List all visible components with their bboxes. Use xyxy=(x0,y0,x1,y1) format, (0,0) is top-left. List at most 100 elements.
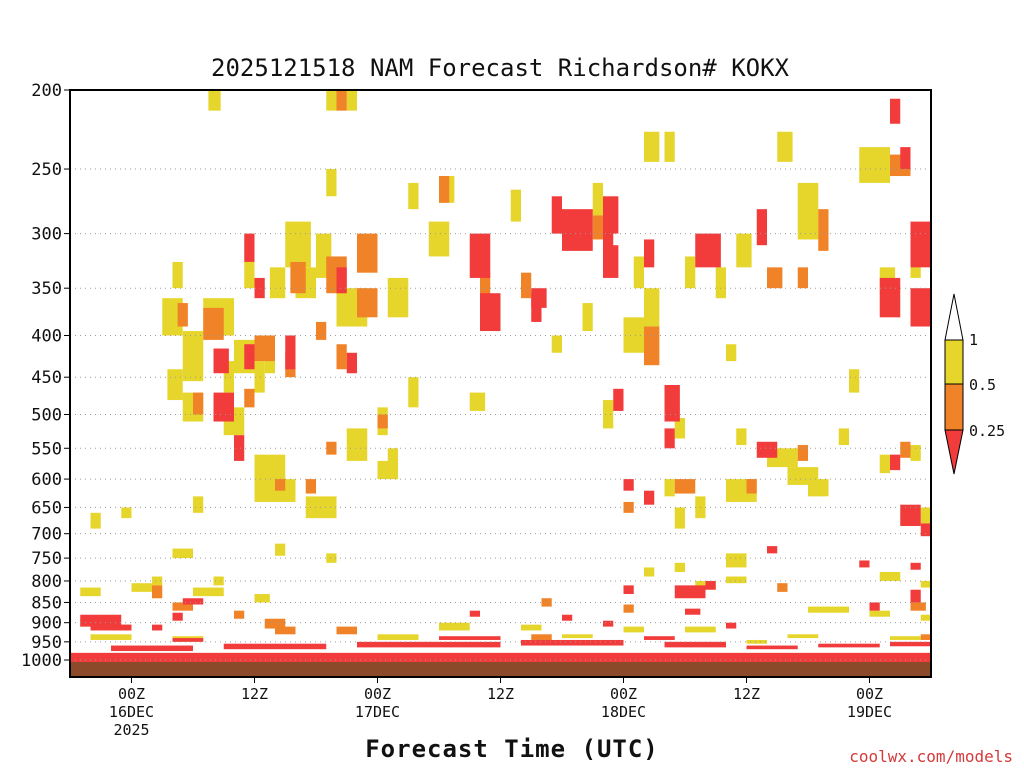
ri-cell xyxy=(756,209,767,246)
ri-cells xyxy=(70,90,931,664)
ri-cell xyxy=(767,546,778,554)
ri-cell xyxy=(521,272,532,299)
ri-cell xyxy=(285,221,311,268)
ri-cell xyxy=(736,233,752,268)
y-tick-label: 850 xyxy=(31,593,62,613)
ri-cell xyxy=(336,267,347,294)
ground-band xyxy=(70,662,931,677)
ri-cell xyxy=(644,288,660,327)
ri-cell xyxy=(818,643,880,648)
ri-cell xyxy=(469,233,491,278)
ri-cell xyxy=(285,335,296,370)
ri-cell xyxy=(346,352,357,374)
ri-cell xyxy=(890,98,901,124)
ri-cell xyxy=(387,448,398,480)
colorbar-label: 1 xyxy=(969,331,978,349)
ri-cell xyxy=(244,344,255,370)
ri-cell xyxy=(849,369,860,393)
ri-cell xyxy=(182,331,204,382)
ri-cell xyxy=(644,326,660,366)
credit-text: coolwx.com/models xyxy=(849,747,1013,766)
ri-cell xyxy=(377,634,419,640)
ri-cell xyxy=(890,454,901,471)
ri-cell xyxy=(167,369,183,401)
x-tick-label: 00Z xyxy=(118,685,145,703)
ri-cell xyxy=(551,196,562,234)
ri-cell xyxy=(869,610,890,617)
ri-cell xyxy=(377,414,388,429)
ri-cell xyxy=(346,428,368,461)
ri-cell xyxy=(736,428,747,446)
ri-cell xyxy=(920,507,931,524)
ri-cell xyxy=(920,523,931,537)
y-tick-label: 200 xyxy=(31,81,62,101)
x-tick-label: 00Z xyxy=(610,685,637,703)
ri-cell xyxy=(890,636,921,640)
ri-cell xyxy=(172,602,193,611)
ri-cell xyxy=(664,641,726,648)
ri-cell xyxy=(674,418,685,439)
ri-cell xyxy=(777,583,788,592)
y-tick-label: 950 xyxy=(31,633,62,653)
ri-cell xyxy=(808,606,849,613)
y-axis-ticks: 200 250 300 350 400 450 500 550 600 650 700 750 8008… xyxy=(21,81,70,671)
ri-cell xyxy=(357,641,501,648)
ri-cell xyxy=(193,392,204,415)
ri-cell xyxy=(480,272,491,313)
ri-cell xyxy=(541,598,552,607)
ri-cell xyxy=(623,479,634,491)
ri-cell xyxy=(439,622,470,631)
ri-cell xyxy=(234,610,245,619)
y-tick-label: 750 xyxy=(31,549,62,569)
colorbar-bin-above-1 xyxy=(944,293,964,341)
ri-cell xyxy=(777,131,793,162)
ri-cell xyxy=(644,567,655,577)
ri-cell xyxy=(357,233,378,273)
ri-cell xyxy=(603,400,614,429)
colorbar-bin-0.5-1 xyxy=(944,339,964,385)
ri-cell xyxy=(910,288,931,327)
ri-cell xyxy=(879,454,890,474)
ri-cell xyxy=(910,589,921,603)
ri-cell xyxy=(900,147,911,170)
ri-cell xyxy=(357,288,378,318)
ri-cell xyxy=(787,634,819,639)
y-tick-label: 550 xyxy=(31,439,62,459)
ri-cell xyxy=(674,562,685,573)
x-tick-label: 00Z xyxy=(364,685,391,703)
ri-cell xyxy=(623,501,634,513)
y-tick-label: 1000 xyxy=(21,651,62,671)
ri-cell xyxy=(244,388,255,408)
ri-cell xyxy=(439,636,501,640)
ri-cell xyxy=(695,233,721,268)
ri-cell xyxy=(674,585,706,599)
ri-cell xyxy=(469,392,486,411)
ri-cell xyxy=(644,636,675,640)
ri-cell xyxy=(797,182,819,240)
ri-cell xyxy=(269,267,286,299)
y-tick-label: 500 xyxy=(31,406,62,426)
ri-cell xyxy=(664,131,675,162)
ri-cell xyxy=(80,587,101,597)
ri-cell xyxy=(208,90,221,111)
ri-cell xyxy=(439,176,450,203)
ri-cell xyxy=(326,553,337,563)
ri-cell xyxy=(182,598,204,605)
ri-cell xyxy=(726,576,747,584)
ri-cell xyxy=(152,585,163,599)
x-tick-label: 16DEC xyxy=(109,703,154,721)
ri-cell xyxy=(623,317,644,353)
ri-cell xyxy=(213,348,229,374)
ri-cell xyxy=(111,645,193,652)
ri-cell xyxy=(254,594,270,603)
ri-cell xyxy=(193,587,224,597)
ri-cell xyxy=(275,479,286,491)
ri-cell xyxy=(633,256,644,289)
ri-cell xyxy=(336,90,347,111)
ri-cell xyxy=(562,614,573,621)
ri-cell xyxy=(521,624,542,631)
ri-cell xyxy=(644,239,655,268)
ri-cell xyxy=(223,643,327,650)
ri-cell xyxy=(177,303,188,327)
